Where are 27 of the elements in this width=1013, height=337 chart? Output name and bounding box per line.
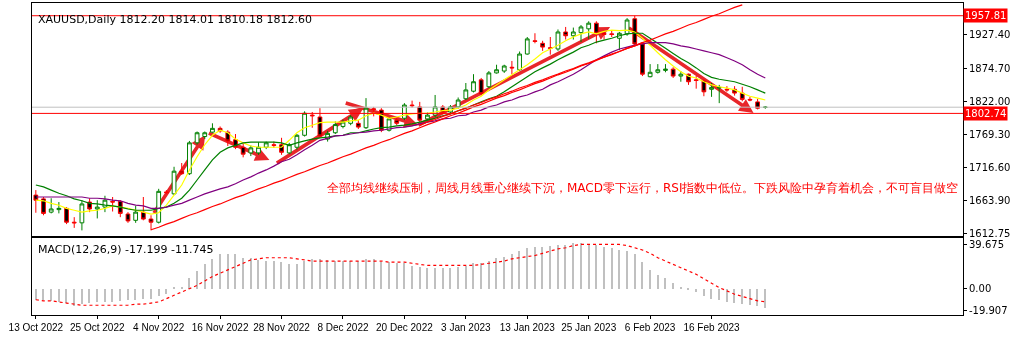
y-tick-label: 1612.75 <box>969 227 1011 239</box>
y-tick-label: 1716.60 <box>969 162 1011 174</box>
y-tick-label: 0.00 <box>969 283 992 295</box>
x-tick-label: 13 Jan 2023 <box>499 322 556 333</box>
x-tick-label: 16 Feb 2023 <box>683 322 741 333</box>
x-tick-label: 16 Nov 2022 <box>191 322 249 333</box>
x-tick-label: 8 Dec 2022 <box>317 322 369 333</box>
x-tick-label: 6 Feb 2023 <box>624 322 676 333</box>
x-tick-label: 28 Nov 2022 <box>253 322 311 333</box>
y-tick-label: 1822.00 <box>969 95 1011 107</box>
y-tick-label: -19.907 <box>969 305 1008 317</box>
x-tick-label: 25 Oct 2022 <box>70 322 125 333</box>
x-tick-label: 13 Oct 2022 <box>8 322 64 333</box>
x-tick-label: 20 Dec 2022 <box>376 322 434 333</box>
x-tick-label: 4 Nov 2022 <box>133 322 185 333</box>
annotation: 全部均线继续压制，周线月线重心继续下沉，MACD零下运行，RSI指数中低位。下跌风险中孕育着机会，不可盲目做空 <box>327 181 959 195</box>
y-tick-label: 1874.70 <box>969 62 1011 74</box>
y-tick-label: 39.675 <box>969 239 1004 251</box>
x-tick-label: 25 Jan 2023 <box>561 322 617 333</box>
ref-line-label: 1802.74 <box>965 108 1007 119</box>
text: MACD(12,26,9) -17.199 -11.745 <box>38 243 214 256</box>
x-tick-label: 3 Jan 2023 <box>441 322 492 333</box>
y-tick-label: 1769.30 <box>969 128 1011 140</box>
ref-line-label: 1957.81 <box>965 10 1007 21</box>
text: XAUUSD,Daily 1812.20 1814.01 1810.18 1812.60 <box>38 13 312 26</box>
y-tick-label: 1663.90 <box>969 195 1011 207</box>
y-tick-label: 1927.40 <box>969 29 1011 41</box>
